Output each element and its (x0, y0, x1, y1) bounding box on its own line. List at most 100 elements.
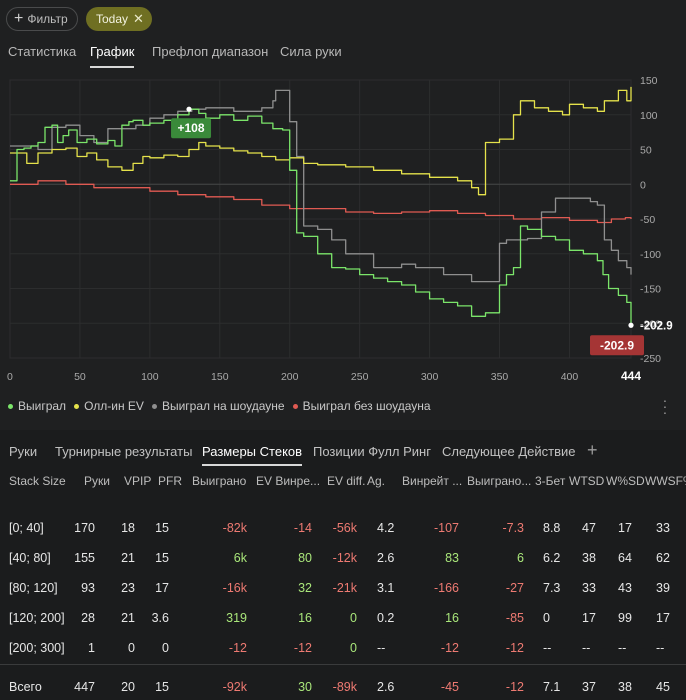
table-cell: 447 (74, 680, 95, 694)
table-cell: -27 (505, 581, 524, 595)
legend-label: Выиграл без шоудауна (302, 399, 431, 413)
tab-stack-sizes[interactable]: Размеры Стеков (202, 444, 303, 466)
table-cell: 80 (298, 551, 312, 565)
more-options-icon[interactable]: · · · (662, 392, 668, 420)
table-cell: -12 (505, 680, 524, 694)
legend-dot (292, 403, 298, 409)
table-row[interactable]: [80; 120] 93 23 17 -16k 32 -21k 3.1 -166 -27 7.3 33… (0, 573, 686, 603)
table-row[interactable]: [40; 80] 155 21 15 6k 80 -12k 2.6 83 6 6.2 38 64 62 (0, 543, 686, 573)
table-cell: 3.1 (377, 581, 395, 595)
close-icon[interactable]: ✕ (133, 11, 144, 26)
column-header[interactable]: Выиграно... (467, 474, 532, 488)
table-cell: -- (656, 641, 665, 655)
x-tick-label: 444 (621, 369, 641, 383)
add-tab-icon[interactable]: + (587, 440, 598, 460)
table-cell: 38 (618, 680, 632, 694)
tab-next-action[interactable]: Следующее Действие (442, 444, 576, 459)
table-cell: 1 (88, 641, 95, 655)
table-cell: 64 (618, 551, 632, 565)
column-header[interactable]: VPIP (124, 474, 152, 488)
column-header[interactable]: EV Винре... (256, 474, 321, 488)
total-divider (0, 664, 686, 665)
legend-item-won-at-showdown[interactable]: Выиграл на шоудауне (151, 399, 285, 413)
results-chart: 150 100 50 0 -50 -100 -150 -200 -250 0 50 100 150 200… (0, 74, 686, 384)
table-cell: 45 (656, 680, 670, 694)
table-cell: 43 (618, 581, 632, 595)
table-cell: [0; 40] (9, 521, 44, 535)
table-cell: -89k (332, 680, 357, 694)
column-header[interactable]: 3-Бет (535, 474, 566, 488)
column-header[interactable]: Руки (84, 474, 110, 488)
tab-hands[interactable]: Руки (9, 444, 38, 459)
tab-preflop-range[interactable]: Префлоп диапазон (152, 44, 269, 59)
table-cell: -12 (228, 641, 247, 655)
table-cell: 15 (155, 680, 169, 694)
table-cell: -12k (332, 551, 357, 565)
table-cell: 93 (81, 581, 95, 595)
table-cell: 37 (582, 680, 596, 694)
table-cell: 30 (298, 680, 312, 694)
column-header[interactable]: W%SD (606, 474, 645, 488)
table-cell: 155 (74, 551, 95, 565)
table-cell: -21k (332, 581, 357, 595)
x-tick-label: 400 (561, 371, 579, 383)
annotation-point (186, 106, 192, 112)
legend-item-won[interactable]: Выиграл (8, 399, 66, 413)
add-filter-label: Фильтр (27, 12, 68, 26)
table-cell: 47 (582, 521, 596, 535)
table-cell: 83 (445, 551, 459, 565)
y-tick-label: -150 (640, 284, 661, 296)
x-tick-label: 100 (141, 371, 159, 383)
column-header[interactable]: Выиграно (192, 474, 247, 488)
column-header[interactable]: WWSF% (645, 474, 686, 488)
column-header[interactable]: EV diff. (327, 474, 366, 488)
table-cell: 2.6 (377, 680, 395, 694)
tab-full-ring-positions[interactable]: Позиции Фулл Ринг (313, 444, 431, 459)
table-cell: 23 (121, 581, 135, 595)
table-row[interactable]: [120; 200] 28 21 3.6 319 16 0 0.2 16 -85 0 17 99 17 (0, 603, 686, 633)
annotation-point (628, 322, 634, 328)
column-header[interactable]: Ag. (367, 474, 386, 488)
table-row[interactable]: [0; 40] 170 18 15 -82k -14 -56k 4.2 -107 -7.3 8.8 4… (0, 513, 686, 543)
column-header[interactable]: PFR (158, 474, 182, 488)
tab-hand-strength[interactable]: Сила руки (280, 44, 342, 59)
table-total-row[interactable]: Всего 447 20 15 -92k 30 -89k 2.6 -45 -12 7.1 37 38 45 (0, 672, 686, 700)
table-cell: -12 (440, 641, 459, 655)
table-cell: 39 (656, 581, 670, 595)
annotation-badge (590, 335, 644, 356)
report-tabs: Руки Турнирные результаты Размеры Стеков… (0, 430, 686, 466)
filter-chip-today[interactable]: Today ✕ (86, 7, 152, 31)
legend-item-won-without-showdown[interactable]: Выиграл без шоудауна (292, 399, 431, 413)
column-header[interactable]: Stack Size (9, 474, 66, 488)
table-cell: 17 (155, 581, 169, 595)
legend-label: Олл-ин EV (84, 399, 144, 413)
annotation-label: -202.9 (600, 338, 634, 352)
table-cell: 6k (233, 551, 247, 565)
table-cell: 6 (517, 551, 524, 565)
y-tick-label: 50 (640, 145, 652, 157)
table-cell: 17 (618, 521, 632, 535)
table-cell: 8.8 (543, 521, 561, 535)
x-tick-label: 350 (491, 371, 509, 383)
legend-item-allin-ev[interactable]: Олл-ин EV (74, 399, 144, 413)
tab-tournament-results[interactable]: Турнирные результаты (55, 444, 193, 459)
table-cell: 4.2 (377, 521, 395, 535)
y-tick-label: -100 (640, 249, 661, 261)
table-cell: 0.2 (377, 611, 395, 625)
table-cell: [80; 120] (9, 581, 58, 595)
add-filter-button[interactable]: + Фильтр (6, 7, 78, 31)
column-header[interactable]: Винрейт ... (402, 474, 463, 488)
tab-statistics[interactable]: Статистика (8, 44, 77, 59)
column-header[interactable]: WTSD (569, 474, 605, 488)
series-line (10, 180, 632, 224)
table-cell: 16 (298, 611, 312, 625)
annotation-label: +108 (178, 121, 205, 135)
table-row[interactable]: [200; 300] 1 0 0 -12 -12 0 -- -12 -12 -- -- -- -- (0, 633, 686, 663)
x-tick-label: 250 (351, 371, 369, 383)
end-value-label: -202.9 (640, 320, 673, 332)
table-cell: -14 (293, 521, 312, 535)
table-cell: -12 (293, 641, 312, 655)
tab-graph[interactable]: График (90, 44, 135, 68)
table-cell: 3.6 (151, 611, 169, 625)
table-cell: 20 (121, 680, 135, 694)
